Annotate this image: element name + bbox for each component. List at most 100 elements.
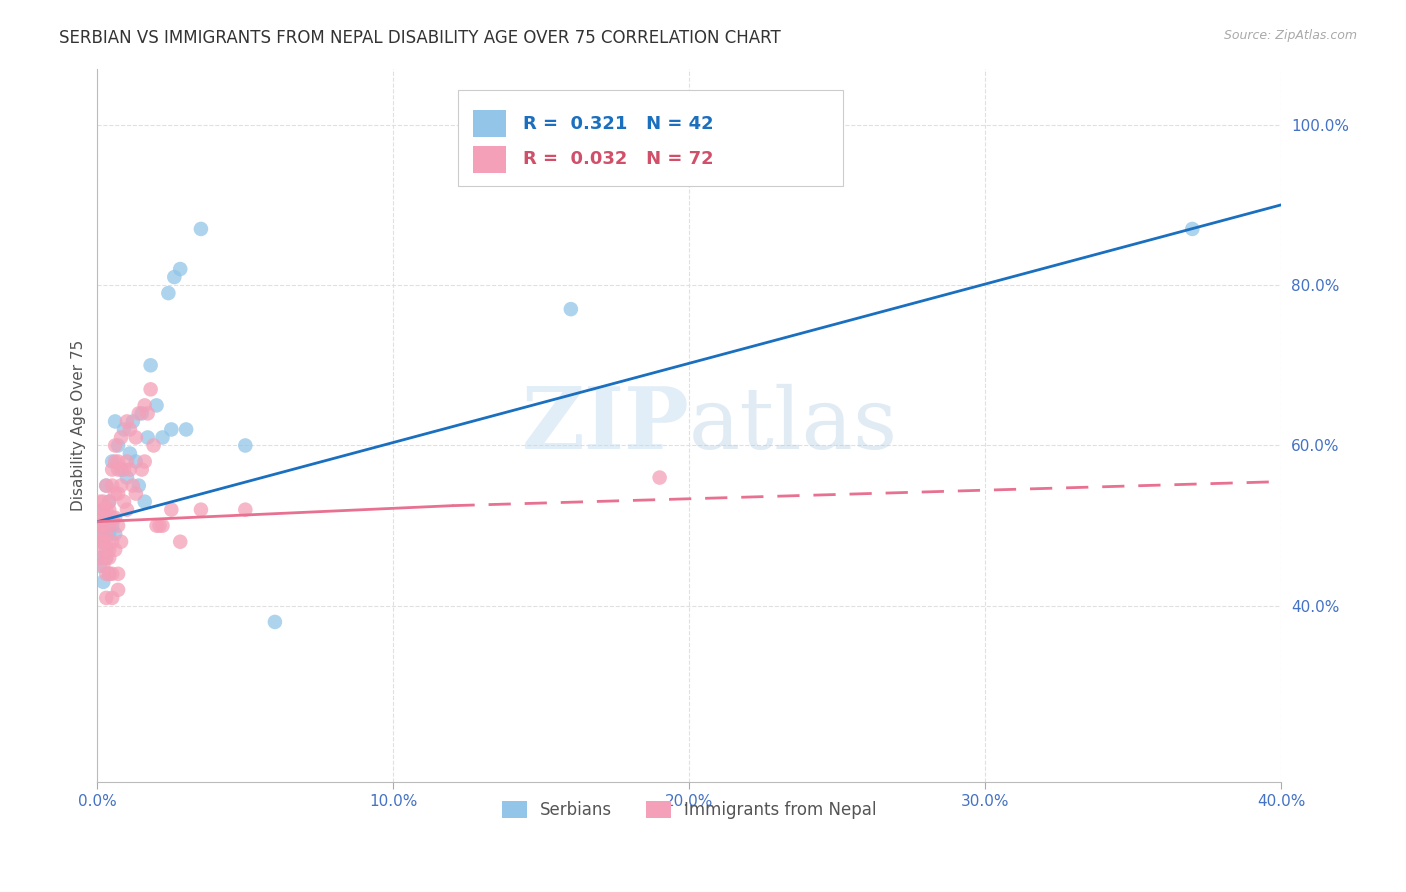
Text: R =  0.032   N = 72: R = 0.032 N = 72 bbox=[523, 151, 714, 169]
Point bbox=[160, 422, 183, 436]
Point bbox=[96, 526, 118, 541]
Point bbox=[145, 518, 167, 533]
Point bbox=[648, 470, 671, 484]
Point bbox=[110, 478, 132, 492]
Point bbox=[104, 486, 127, 500]
Bar bbox=[472, 145, 506, 173]
Point bbox=[91, 534, 114, 549]
Point bbox=[101, 534, 124, 549]
Point bbox=[91, 510, 114, 524]
Point bbox=[110, 430, 132, 444]
Legend: Serbians, Immigrants from Nepal: Serbians, Immigrants from Nepal bbox=[495, 794, 883, 825]
Text: SERBIAN VS IMMIGRANTS FROM NEPAL DISABILITY AGE OVER 75 CORRELATION CHART: SERBIAN VS IMMIGRANTS FROM NEPAL DISABIL… bbox=[59, 29, 780, 46]
Point bbox=[107, 566, 129, 581]
Point bbox=[157, 286, 180, 301]
Point bbox=[96, 534, 118, 549]
Point bbox=[98, 518, 121, 533]
Point bbox=[148, 518, 170, 533]
Point bbox=[101, 478, 124, 492]
Point bbox=[89, 558, 111, 573]
Point bbox=[107, 462, 129, 476]
Point bbox=[91, 502, 114, 516]
Point bbox=[118, 462, 141, 476]
Point bbox=[91, 494, 114, 508]
Point bbox=[233, 502, 256, 516]
Point bbox=[107, 582, 129, 597]
Point bbox=[98, 502, 121, 516]
Point bbox=[89, 510, 111, 524]
Point bbox=[190, 502, 212, 516]
Point bbox=[115, 470, 138, 484]
Point bbox=[98, 494, 121, 508]
Point bbox=[101, 454, 124, 468]
Point bbox=[104, 438, 127, 452]
Point bbox=[96, 550, 118, 565]
Point bbox=[96, 550, 118, 565]
Point bbox=[169, 262, 191, 277]
Point bbox=[101, 591, 124, 605]
Text: R =  0.321   N = 42: R = 0.321 N = 42 bbox=[523, 115, 714, 133]
Point bbox=[96, 478, 118, 492]
Point bbox=[118, 422, 141, 436]
Point bbox=[104, 454, 127, 468]
Point bbox=[104, 510, 127, 524]
Point bbox=[128, 478, 150, 492]
Point bbox=[131, 462, 153, 476]
Point bbox=[104, 526, 127, 541]
Point bbox=[101, 518, 124, 533]
Point bbox=[98, 542, 121, 557]
Point bbox=[131, 406, 153, 420]
Point bbox=[104, 542, 127, 557]
Point bbox=[98, 566, 121, 581]
Point bbox=[101, 510, 124, 524]
Point bbox=[125, 454, 148, 468]
Point bbox=[115, 454, 138, 468]
Point bbox=[112, 494, 135, 508]
Point bbox=[101, 462, 124, 476]
Point bbox=[139, 359, 162, 373]
Point bbox=[96, 542, 118, 557]
Point bbox=[128, 406, 150, 420]
Point bbox=[107, 454, 129, 468]
Point bbox=[98, 526, 121, 541]
Point bbox=[145, 398, 167, 412]
Point bbox=[107, 518, 129, 533]
Point bbox=[174, 422, 197, 436]
Point bbox=[89, 534, 111, 549]
Point bbox=[91, 534, 114, 549]
Point bbox=[1181, 222, 1204, 236]
Point bbox=[118, 446, 141, 460]
FancyBboxPatch shape bbox=[458, 90, 844, 186]
Point bbox=[136, 406, 159, 420]
Point bbox=[136, 430, 159, 444]
Point bbox=[89, 494, 111, 508]
Point bbox=[96, 566, 118, 581]
Point bbox=[91, 574, 114, 589]
Point bbox=[101, 566, 124, 581]
Point bbox=[96, 502, 118, 516]
Text: ZIP: ZIP bbox=[522, 384, 689, 467]
Point bbox=[233, 438, 256, 452]
Text: atlas: atlas bbox=[689, 384, 898, 467]
Point bbox=[96, 510, 118, 524]
Bar bbox=[472, 110, 506, 137]
Point bbox=[89, 550, 111, 565]
Point bbox=[98, 566, 121, 581]
Point bbox=[96, 478, 118, 492]
Point bbox=[264, 615, 287, 629]
Point bbox=[91, 502, 114, 516]
Point bbox=[163, 270, 186, 285]
Point bbox=[112, 462, 135, 476]
Point bbox=[91, 518, 114, 533]
Point bbox=[152, 430, 174, 444]
Point bbox=[98, 550, 121, 565]
Point bbox=[89, 526, 111, 541]
Point bbox=[139, 382, 162, 396]
Point bbox=[152, 518, 174, 533]
Point bbox=[110, 462, 132, 476]
Point bbox=[121, 478, 143, 492]
Point bbox=[169, 534, 191, 549]
Point bbox=[89, 526, 111, 541]
Point bbox=[89, 518, 111, 533]
Point bbox=[134, 398, 156, 412]
